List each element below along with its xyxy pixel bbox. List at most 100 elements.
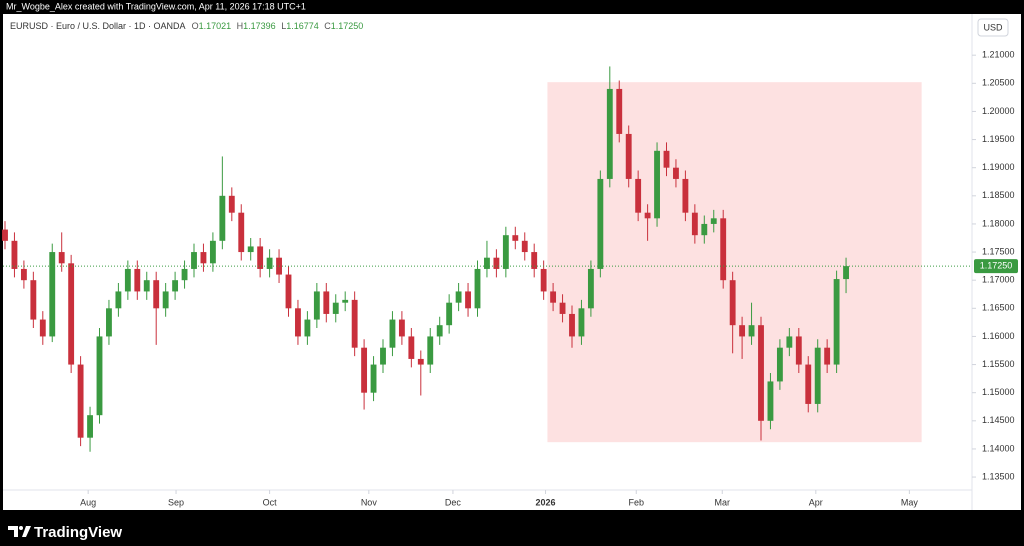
currency-button[interactable]: [977, 18, 1009, 37]
candle-body: [2, 229, 8, 241]
legend-key: C: [324, 21, 331, 31]
candle-body: [228, 195, 235, 213]
candle-body: [209, 240, 216, 264]
candle-body: [654, 150, 660, 219]
candle-body: [644, 212, 651, 219]
candle-body: [663, 150, 670, 168]
candle-body: [417, 358, 424, 365]
candle-body: [153, 280, 160, 309]
x-tick-label: Mar: [715, 497, 731, 507]
candle-body: [30, 280, 37, 320]
y-tick-label: 1.20000: [982, 106, 1015, 116]
candle-body: [446, 302, 453, 326]
logo-dot: [19, 526, 23, 530]
candle-body: [484, 257, 490, 269]
y-tick-label: 1.17500: [982, 246, 1015, 256]
candle-body: [134, 268, 141, 292]
y-tick-label: 1.19500: [982, 134, 1015, 144]
y-tick-label: 1.13500: [982, 471, 1015, 481]
symbol-legend: EURUSD · Euro / U.S. Dollar · 1D · OANDA…: [10, 21, 363, 31]
candle-body: [124, 268, 131, 292]
legend-key: H: [237, 21, 244, 31]
currency[interactable]: USD: [983, 22, 1003, 32]
y-tick-label: 1.14000: [982, 443, 1015, 453]
candle-body: [493, 257, 500, 269]
candle-body: [191, 252, 197, 269]
candle-body: [96, 336, 103, 416]
candle-body: [635, 178, 642, 213]
candle-body: [323, 291, 330, 314]
candle-body: [106, 308, 112, 337]
candle-body: [20, 268, 27, 281]
candle-body: [285, 274, 292, 309]
x-tick-label: Sep: [168, 497, 184, 507]
candle-body: [361, 347, 368, 393]
x-tick-label: May: [901, 497, 919, 507]
candle-body: [578, 308, 585, 337]
candle-body: [238, 212, 245, 253]
candle-body: [531, 252, 538, 269]
y-tick-label: 1.18000: [982, 218, 1015, 228]
candle-body: [720, 218, 727, 281]
candle-body: [776, 347, 783, 382]
candle-body: [247, 246, 254, 253]
legend-key: L: [281, 21, 286, 31]
candle-body: [87, 415, 93, 438]
candle-body: [266, 257, 273, 269]
candle-body: [691, 212, 698, 236]
x-tick-label: Nov: [361, 497, 378, 507]
candle-body: [758, 325, 764, 421]
candle-body: [332, 302, 339, 314]
candle-body: [521, 240, 528, 253]
candle-body: [550, 291, 557, 303]
candle-body: [814, 347, 821, 404]
brand: TradingView: [34, 524, 122, 541]
x-tick-label: Apr: [809, 497, 823, 507]
candle-body: [408, 336, 415, 359]
y-tick-label: 1.15500: [982, 359, 1015, 369]
brand-logo: TradingView: [8, 524, 122, 541]
candle-body: [474, 268, 481, 309]
candle-body: [58, 252, 65, 264]
legend-value: 1.17021: [199, 21, 232, 31]
candle-body: [427, 336, 434, 365]
legend-value: 1.17396: [243, 21, 276, 31]
candle-body: [200, 252, 207, 264]
candle-body: [569, 313, 575, 337]
candle-body: [843, 266, 849, 280]
candle-body: [257, 246, 264, 269]
y-tick-label: 1.15000: [982, 387, 1015, 397]
candle-body: [465, 291, 471, 309]
last-price-label: 1.17250: [980, 261, 1013, 271]
candle-body: [304, 319, 311, 337]
candle-body: [502, 235, 509, 269]
candle-body: [673, 167, 679, 179]
x-tick-label: Oct: [263, 497, 278, 507]
candle-body: [795, 336, 802, 365]
candle-body: [786, 336, 793, 348]
candle-body: [49, 252, 56, 337]
candle-body: [115, 291, 122, 309]
y-tick-label: 1.21000: [982, 50, 1015, 60]
candle-body: [380, 347, 386, 365]
candle-body: [833, 279, 840, 365]
y-tick-label: 1.16000: [982, 331, 1015, 341]
x-tick-label: Feb: [629, 497, 645, 507]
candle-body: [39, 319, 46, 337]
candle-body: [559, 302, 566, 314]
candle-body: [295, 308, 301, 337]
candle-body: [587, 268, 594, 309]
x-tick-label: 2026: [536, 497, 556, 507]
credit: Mr_Wogbe_Alex created with TradingView.c…: [6, 1, 306, 11]
candle-body: [682, 178, 689, 213]
y-tick-label: 1.19000: [982, 162, 1015, 172]
y-tick-label: 1.18500: [982, 190, 1015, 200]
symbol: EURUSD · Euro / U.S. Dollar · 1D · OANDA: [10, 21, 186, 31]
candle-body: [805, 364, 812, 404]
candle-body: [625, 133, 632, 179]
candle-body: [342, 299, 349, 303]
legend-value: 1.17250: [331, 21, 364, 31]
candle-body: [710, 218, 717, 224]
